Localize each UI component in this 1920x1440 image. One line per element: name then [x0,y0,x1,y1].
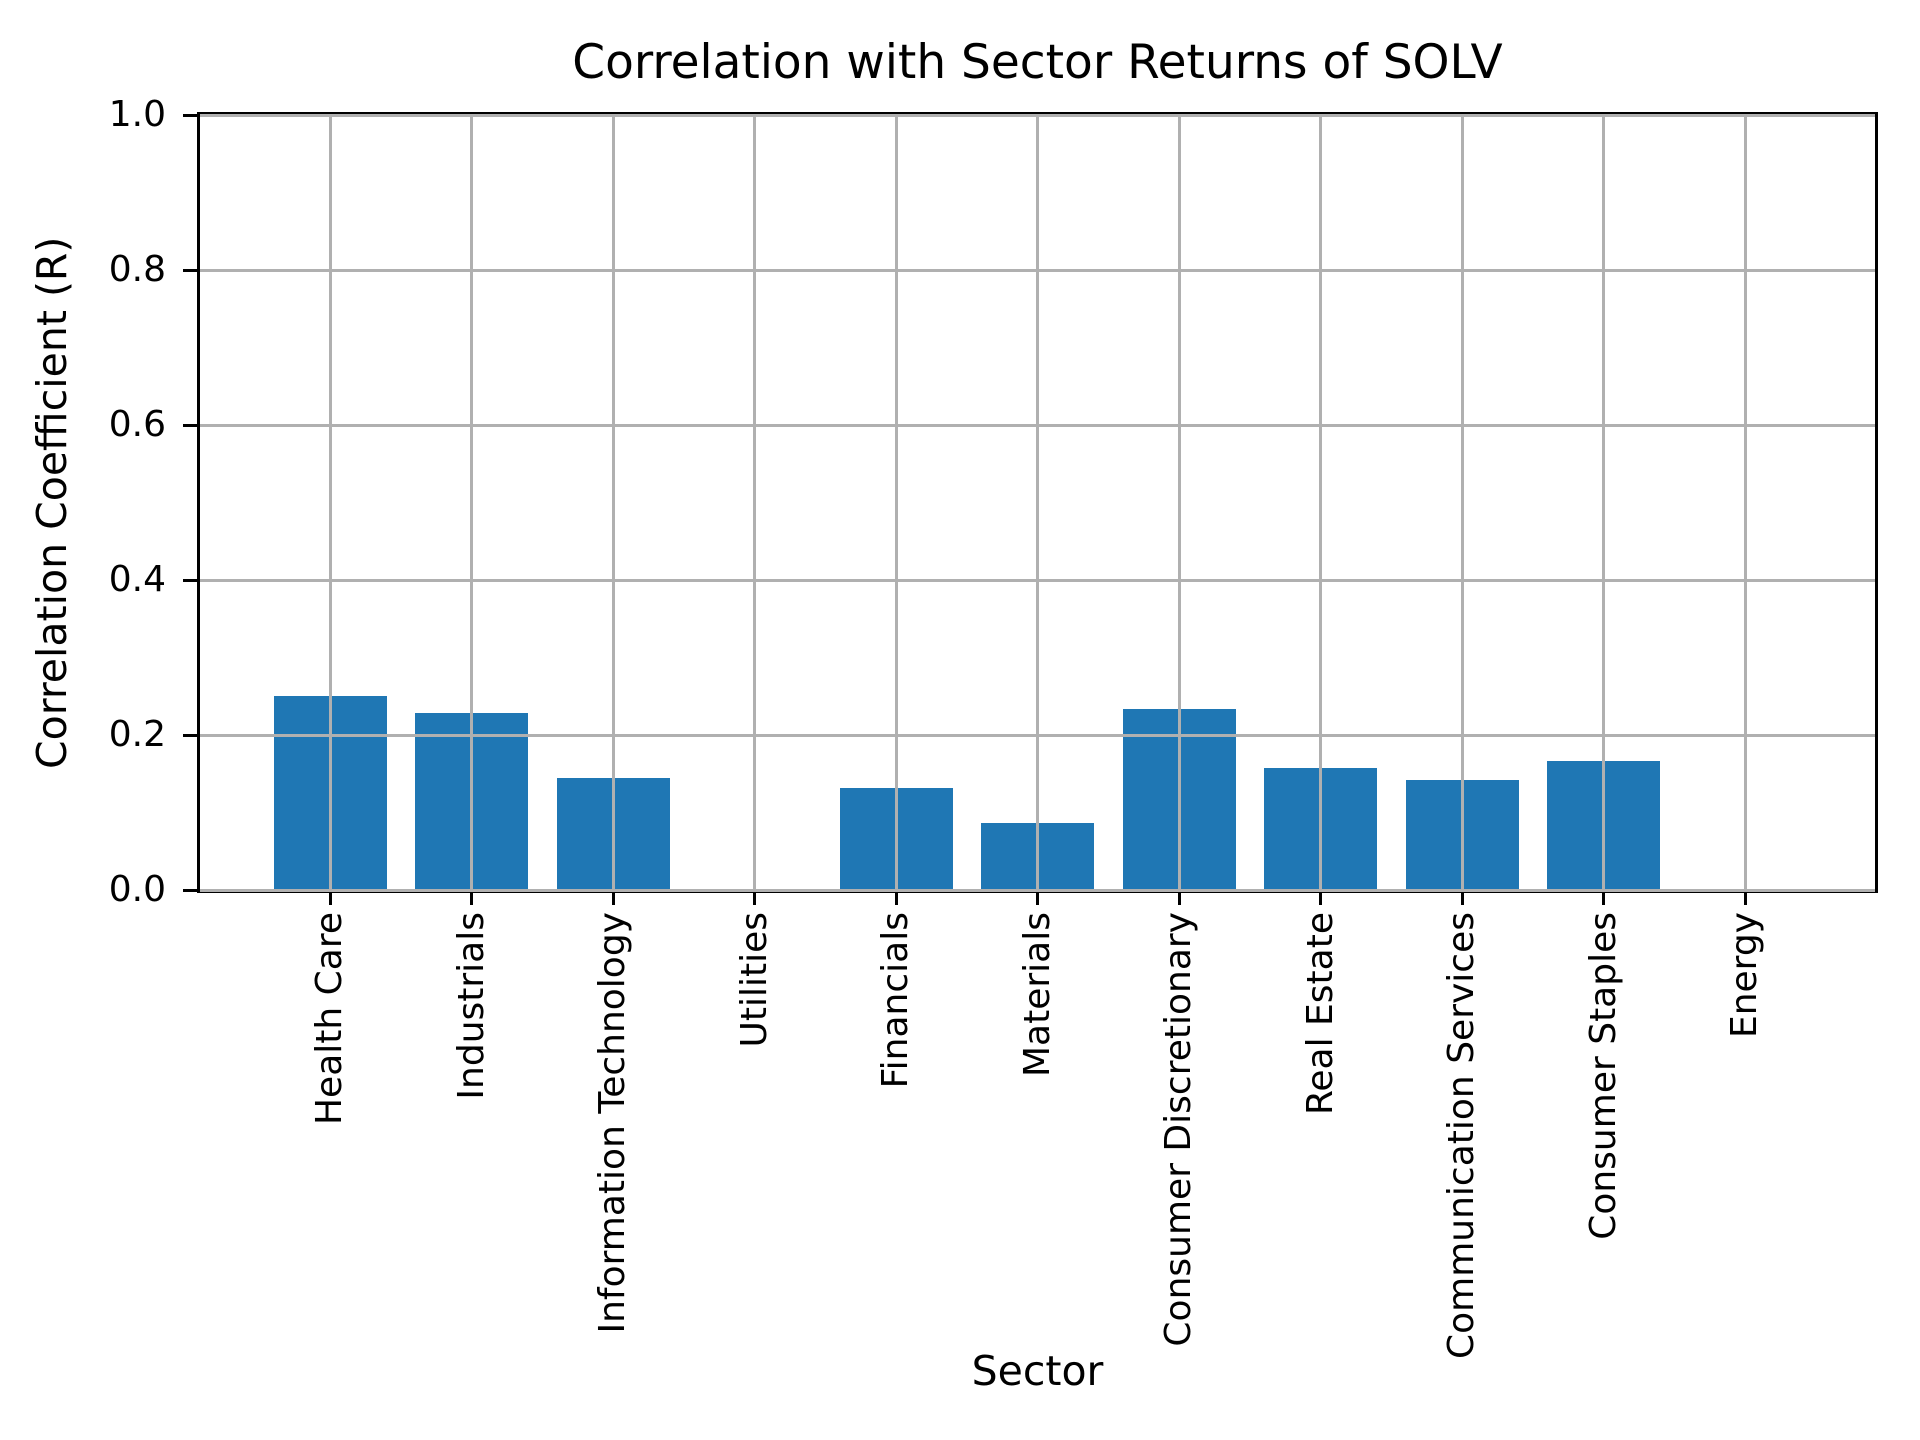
x-tick [1177,893,1181,905]
x-tick-label: Utilities [733,912,775,1048]
y-tick-label: 0.6 [108,404,166,445]
x-gridline [470,115,473,890]
x-tick [1602,893,1605,905]
x-tick-label: Health Care [309,912,350,1126]
x-gridline [753,115,756,890]
y-tick-label: 0.0 [108,869,166,910]
y-tick [183,113,197,117]
x-tick [753,893,756,905]
x-tick-label: Materials [1016,912,1058,1078]
x-gridline [894,115,898,890]
y-tick-label: 0.8 [108,249,166,290]
x-gridline [1177,115,1181,890]
y-tick-label: 0.4 [108,559,166,600]
y-tick [183,268,197,272]
y-axis-label: Correlation Coefficient (R) [28,236,76,769]
x-tick [1460,893,1464,905]
x-tick [1743,893,1747,905]
x-gridline [1460,115,1464,890]
x-tick-label: Real Estate [1299,912,1341,1115]
x-gridline [1036,115,1039,890]
x-tick-label: Industrials [450,912,492,1100]
x-tick-label: Consumer Discretionary [1158,912,1199,1347]
y-tick-label: 1.0 [108,94,166,135]
x-tick [1036,893,1039,905]
x-tick-label: Communication Services [1441,912,1482,1359]
x-gridline [1602,115,1605,890]
x-gridline [1319,115,1322,890]
y-tick-label: 0.2 [108,714,166,755]
x-axis-label: Sector [971,1347,1104,1395]
x-tick-label: Information Technology [592,912,633,1334]
x-tick-label: Energy [1724,912,1765,1039]
x-tick [470,893,473,905]
plot-area [197,112,1878,893]
x-tick [328,893,332,905]
y-tick [183,733,197,737]
x-tick-label: Financials [875,912,916,1089]
x-tick [894,893,898,905]
x-gridline [328,115,332,890]
x-tick [611,893,615,905]
y-tick [183,888,197,892]
x-gridline [1743,115,1747,890]
x-gridline [611,115,615,890]
x-tick [1319,893,1322,905]
x-tick-label: Consumer Staples [1582,912,1624,1240]
y-gridline [200,888,1875,892]
y-tick [183,578,197,582]
y-tick [183,423,197,427]
chart-title: Correlation with Sector Returns of SOLV [572,35,1503,90]
